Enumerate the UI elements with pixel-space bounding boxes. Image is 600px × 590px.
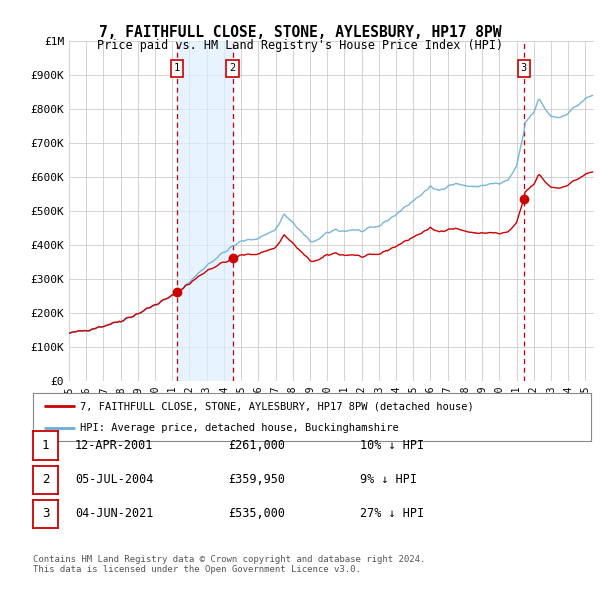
Text: 2: 2 <box>230 64 236 73</box>
Text: 05-JUL-2004: 05-JUL-2004 <box>75 473 154 486</box>
Text: 7, FAITHFULL CLOSE, STONE, AYLESBURY, HP17 8PW: 7, FAITHFULL CLOSE, STONE, AYLESBURY, HP… <box>99 25 501 40</box>
Text: 2: 2 <box>42 473 49 486</box>
Text: £261,000: £261,000 <box>228 439 285 452</box>
Bar <box>177 41 233 381</box>
Text: This data is licensed under the Open Government Licence v3.0.: This data is licensed under the Open Gov… <box>33 565 361 574</box>
Text: HPI: Average price, detached house, Buckinghamshire: HPI: Average price, detached house, Buck… <box>80 423 399 433</box>
Text: 1: 1 <box>42 439 49 452</box>
Text: 04-JUN-2021: 04-JUN-2021 <box>75 507 154 520</box>
Text: 3: 3 <box>521 64 527 73</box>
Text: 7, FAITHFULL CLOSE, STONE, AYLESBURY, HP17 8PW (detached house): 7, FAITHFULL CLOSE, STONE, AYLESBURY, HP… <box>80 401 474 411</box>
Text: 10% ↓ HPI: 10% ↓ HPI <box>360 439 424 452</box>
Text: 27% ↓ HPI: 27% ↓ HPI <box>360 507 424 520</box>
Text: £535,000: £535,000 <box>228 507 285 520</box>
Text: Price paid vs. HM Land Registry's House Price Index (HPI): Price paid vs. HM Land Registry's House … <box>97 39 503 52</box>
Text: 1: 1 <box>174 64 180 73</box>
Text: 12-APR-2001: 12-APR-2001 <box>75 439 154 452</box>
Text: 3: 3 <box>42 507 49 520</box>
Text: Contains HM Land Registry data © Crown copyright and database right 2024.: Contains HM Land Registry data © Crown c… <box>33 555 425 563</box>
Text: £359,950: £359,950 <box>228 473 285 486</box>
Text: 9% ↓ HPI: 9% ↓ HPI <box>360 473 417 486</box>
